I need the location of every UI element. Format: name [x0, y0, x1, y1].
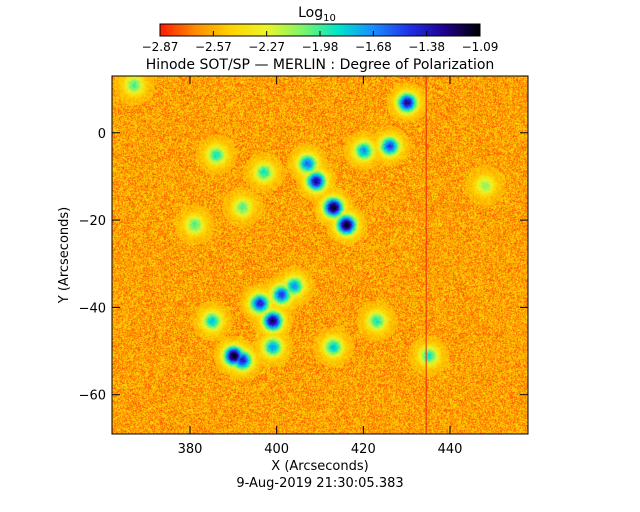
plot-frame: [111, 75, 529, 435]
colorbar-tick-label: −2.57: [195, 40, 232, 54]
colorbar-tick-label: −2.27: [248, 40, 285, 54]
y-axis-label: Y (Arcseconds): [57, 207, 72, 304]
colorbar-tick-label: −1.68: [355, 40, 392, 54]
x-tick-label: 400: [264, 442, 289, 457]
colorbar-tick-label: −1.09: [462, 40, 499, 54]
polarization-map: [112, 76, 528, 434]
x-axis-label: X (Arcseconds): [271, 459, 368, 474]
y-tick-label: 0: [98, 127, 106, 142]
x-tick-label: 380: [178, 442, 203, 457]
plot-area: [111, 75, 529, 435]
x-tick-label: 440: [438, 442, 463, 457]
colorbar-tick-label: −1.38: [408, 40, 445, 54]
colorbar: Log10 −2.87 −2.57 −2.27 −1.98 −1.68 −1.38 −1.0…: [142, 5, 499, 54]
x-tick-label: 420: [351, 442, 376, 457]
colorbar-tick-label: −1.98: [302, 40, 339, 54]
y-tick-label: −60: [79, 389, 106, 404]
chart-title: Hinode SOT/SP — MERLIN : Degree of Polar…: [146, 57, 495, 73]
y-tick-label: −40: [79, 301, 106, 316]
x-axis: 380 400 420 440: [178, 76, 463, 457]
colorbar-label: Log10: [298, 5, 336, 24]
y-axis: 0 −20 −40 −60: [79, 127, 528, 404]
colorbar-ticks: −2.87 −2.57 −2.27 −1.98 −1.68 −1.38 −1.09: [142, 31, 499, 54]
y-tick-label: −20: [79, 214, 106, 229]
observation-date: 9-Aug-2019 21:30:05.383: [236, 476, 403, 491]
colorbar-tick-label: −2.87: [142, 40, 179, 54]
